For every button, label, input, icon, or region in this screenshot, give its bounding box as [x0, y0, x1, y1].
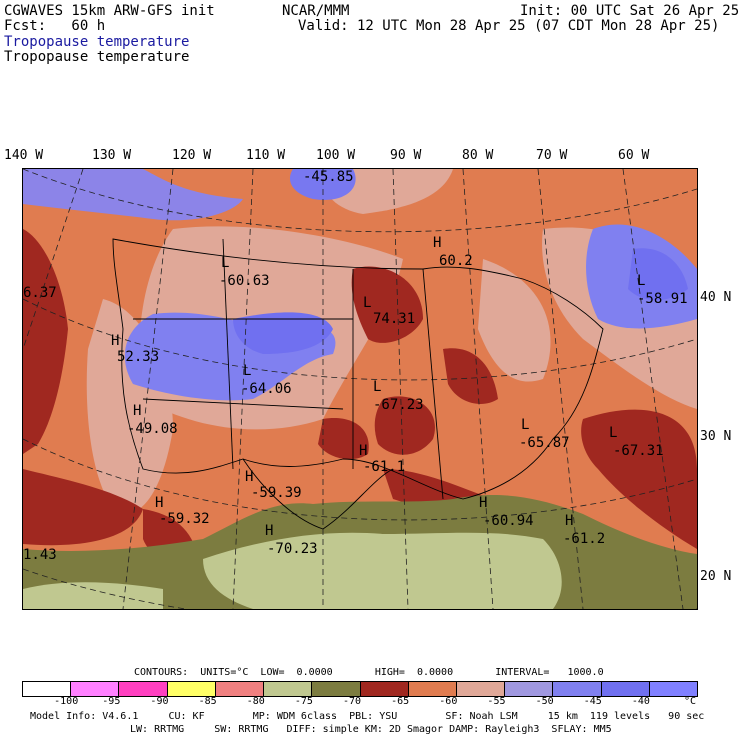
center-value: -64.06 — [241, 381, 292, 397]
lon-label: 70 W — [536, 148, 568, 163]
pressure-marker-l: L — [243, 363, 252, 379]
pressure-marker-h: H — [565, 513, 574, 529]
color-bar-tick-label: -60 — [439, 696, 458, 707]
lon-label: 120 W — [172, 148, 212, 163]
pressure-marker-h: H — [111, 333, 120, 349]
color-bar-swatch — [408, 682, 457, 696]
pressure-marker-l: L — [637, 273, 646, 289]
lon-label: 130 W — [92, 148, 132, 163]
center-value: -61.1 — [363, 459, 406, 475]
lat-label: 20 N — [700, 569, 732, 584]
pressure-marker-l: L — [373, 379, 382, 395]
center-value: -70.23 — [267, 541, 318, 557]
center-value: -67.31 — [613, 443, 664, 459]
field-title-blue: Tropopause temperature — [4, 34, 190, 50]
color-bar-tick-label: -75 — [294, 696, 313, 707]
center-value: 6.37 — [23, 285, 57, 301]
center-value: 52.33 — [117, 349, 160, 365]
center-value: -67.23 — [373, 397, 424, 413]
color-bar — [22, 681, 698, 697]
color-bar-swatch — [456, 682, 506, 696]
color-bar-swatch — [167, 682, 216, 696]
field-title-black: Tropopause temperature — [4, 49, 190, 65]
color-bar-swatch — [71, 682, 120, 696]
pressure-marker-l: L — [221, 255, 230, 271]
color-bar-swatch — [23, 682, 72, 696]
color-bar-tick-label: -85 — [198, 696, 217, 707]
pressure-marker-h: H — [133, 403, 142, 419]
lon-label: 110 W — [246, 148, 286, 163]
color-bar-swatch — [553, 682, 602, 696]
model-title: CGWAVES 15km ARW-GFS init — [4, 3, 215, 19]
lon-label: 80 W — [462, 148, 494, 163]
forecast-hour: Fcst: 60 h — [4, 18, 106, 34]
pressure-marker-h: H — [433, 235, 442, 251]
lat-label: 30 N — [700, 429, 732, 444]
color-bar-tick-label: -80 — [246, 696, 265, 707]
pressure-marker-h: H — [359, 443, 368, 459]
pressure-marker-h: H — [479, 495, 488, 511]
map-panel: -45.85 H 60.2 L -60.63 6.37 H 52.33 L -6… — [22, 168, 698, 610]
color-bar-swatch — [215, 682, 265, 696]
center-value: -65.87 — [519, 435, 570, 451]
center-value: 60.2 — [439, 253, 473, 269]
pressure-marker-l: L — [363, 295, 372, 311]
color-bar-tick-label: -50 — [535, 696, 554, 707]
center-value: -59.32 — [159, 511, 210, 527]
color-bar-tick-label: -100 — [54, 696, 79, 707]
color-bar-tick-label: -65 — [391, 696, 410, 707]
model-info-line1: Model Info: V4.6.1 CU: KF MP: WDM 6class… — [30, 711, 705, 722]
color-bar-swatch — [649, 682, 698, 696]
center-value: -60.94 — [483, 513, 534, 529]
valid-time: Valid: 12 UTC Mon 28 Apr 25 (07 CDT Mon … — [298, 18, 720, 34]
color-bar-tick-label: -45 — [583, 696, 602, 707]
color-bar-tick-label: °C — [684, 696, 697, 707]
model-info-line2: LW: RRTMG SW: RRTMG DIFF: simple KM: 2D … — [130, 724, 612, 735]
center-value: -61.2 — [563, 531, 606, 547]
tropopause-temperature-map — [23, 169, 697, 609]
cold-center-value: -45.85 — [303, 169, 354, 185]
center-label: NCAR/MMM — [282, 3, 350, 19]
lon-label: 90 W — [390, 148, 422, 163]
lon-label: 60 W — [618, 148, 650, 163]
color-bar-tick-label: -90 — [150, 696, 169, 707]
color-bar-swatch — [264, 682, 313, 696]
color-bar-tick-label: -40 — [631, 696, 650, 707]
center-value: -59.39 — [251, 485, 302, 501]
pressure-marker-l: L — [609, 425, 618, 441]
color-bar-swatch — [312, 682, 361, 696]
pressure-marker-h: H — [265, 523, 274, 539]
color-bar-tick-label: -70 — [343, 696, 362, 707]
center-value: -58.91 — [637, 291, 688, 307]
pressure-marker-l: L — [521, 417, 530, 433]
color-bar-swatch — [601, 682, 650, 696]
init-time: Init: 00 UTC Sat 26 Apr 25 — [520, 3, 740, 19]
color-bar-swatch — [505, 682, 554, 696]
color-bar-swatch — [360, 682, 409, 696]
color-bar-tick-label: -55 — [487, 696, 506, 707]
pressure-marker-h: H — [245, 469, 254, 485]
color-bar-swatch — [119, 682, 168, 696]
lon-label: 100 W — [316, 148, 356, 163]
center-value: 74.31 — [373, 311, 416, 327]
center-value: -49.08 — [127, 421, 178, 437]
lon-label: 140 W — [4, 148, 44, 163]
contours-info: CONTOURS: UNITS=°C LOW= 0.0000 HIGH= 0.0… — [134, 667, 604, 678]
pressure-marker-h: H — [155, 495, 164, 511]
center-value: -60.63 — [219, 273, 270, 289]
color-bar-tick-label: -95 — [102, 696, 121, 707]
lat-label: 40 N — [700, 290, 732, 305]
center-value: 1.43 — [23, 547, 57, 563]
